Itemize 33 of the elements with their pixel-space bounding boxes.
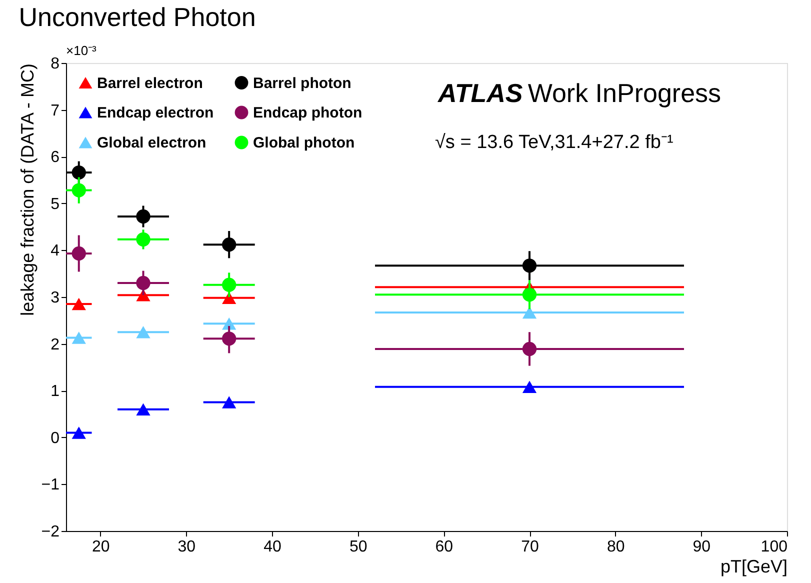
x-tick-label: 60 — [435, 538, 454, 556]
chart-title: Unconverted Photon — [18, 2, 256, 32]
y-tick-label: −1 — [41, 476, 60, 494]
y-tick-label: 5 — [50, 196, 60, 213]
legend-label: Barrel photon — [253, 74, 352, 92]
x-tick-label: 30 — [178, 538, 196, 556]
legend-label: Global electron — [97, 134, 206, 152]
y-tick-label: 6 — [50, 149, 60, 166]
x-tick-label: 50 — [349, 538, 368, 556]
legend-label: Endcap photon — [253, 104, 362, 122]
y-tick-label: 3 — [50, 290, 60, 306]
y-tick-label: 0 — [50, 430, 60, 447]
legend-label: Barrel electron — [97, 74, 203, 92]
x-axis-title: pT[GeV] — [720, 556, 788, 576]
y-tick-label: 4 — [50, 242, 60, 260]
x-tick-label: 70 — [521, 538, 539, 556]
annotation: ATLAS — [437, 78, 524, 108]
x-tick-label: 100 — [760, 538, 788, 556]
legend-label: Global photon — [253, 134, 355, 152]
annotation: √s = 13.6 TeV,31.4+27.2 fb⁻¹ — [435, 132, 674, 153]
y-tick-label: 1 — [50, 383, 60, 400]
y-axis-title: leakage fraction of (DATA - MC) — [17, 64, 38, 316]
x-tick-label: 20 — [92, 538, 110, 556]
x-tick-label: 90 — [692, 538, 711, 556]
annotation: Work InProgress — [528, 78, 722, 108]
y-tick-label: 2 — [50, 336, 60, 354]
legend-label: Endcap electron — [97, 104, 214, 122]
x-tick-label: 80 — [606, 538, 625, 556]
y-tick-label: 7 — [50, 102, 60, 120]
x-tick-label: 40 — [264, 538, 282, 556]
y-tick-label: −2 — [41, 524, 60, 540]
y-tick-label: 8 — [50, 56, 60, 72]
text: ×10⁻³ — [66, 43, 98, 58]
